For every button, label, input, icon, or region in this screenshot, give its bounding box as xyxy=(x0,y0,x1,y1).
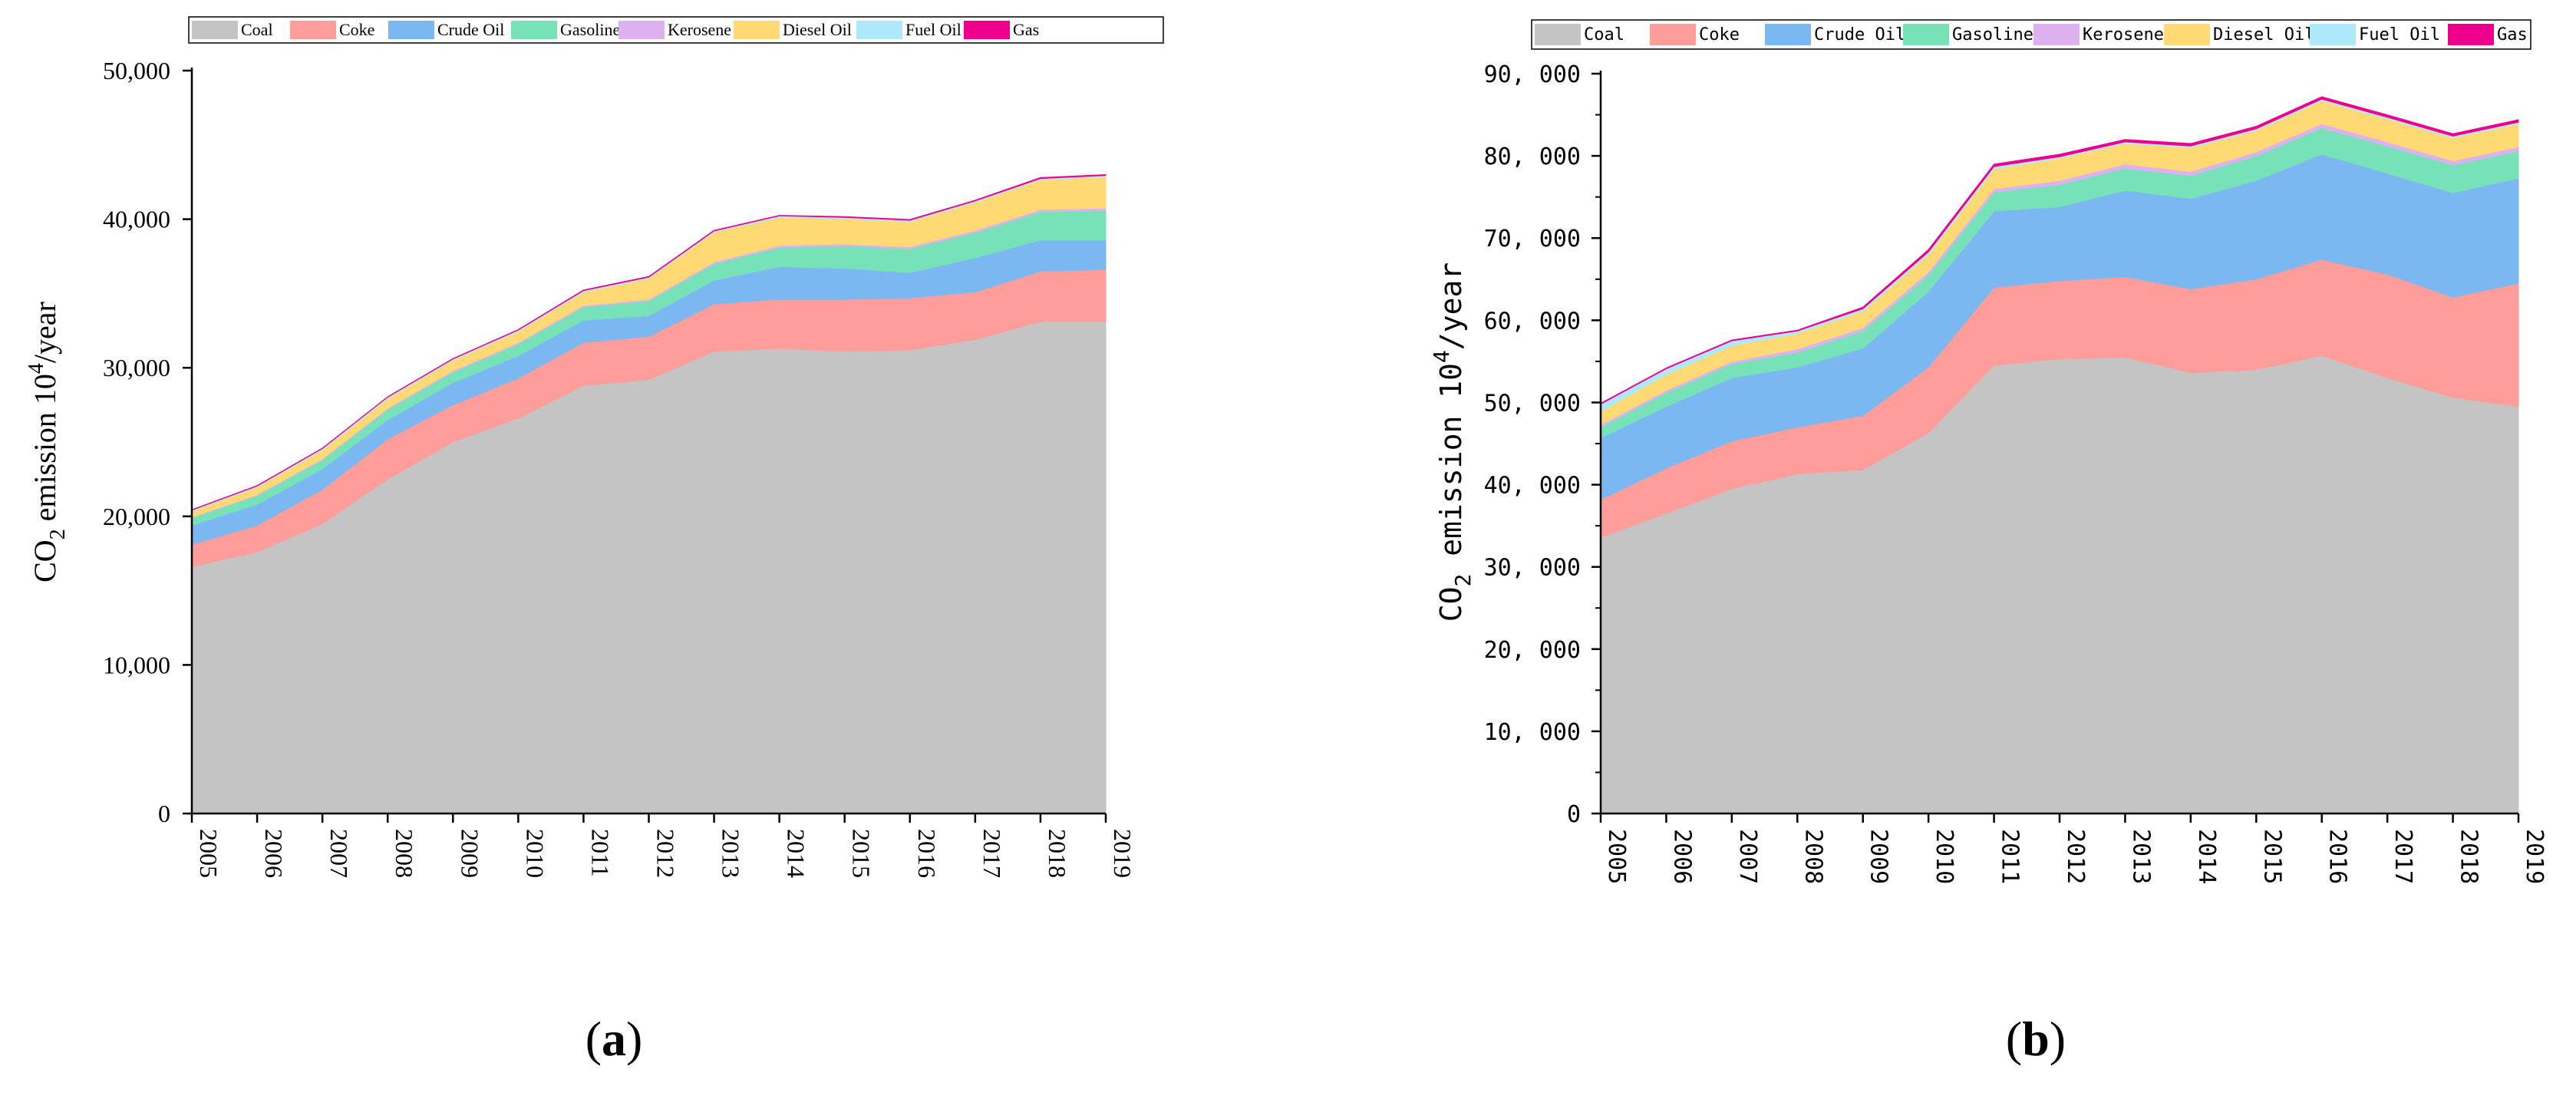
legend-label: Fuel Oil xyxy=(2359,25,2440,45)
y-tick-label: 80, 000 xyxy=(1484,144,1581,170)
x-tick-label: 2012 xyxy=(652,829,680,878)
legend-label: Crude Oil xyxy=(437,20,504,39)
x-tick-label: 2007 xyxy=(1734,829,1761,884)
y-tick-label: 40, 000 xyxy=(1484,473,1581,500)
legend-swatch-gasoline xyxy=(511,21,557,39)
x-tick-label: 2018 xyxy=(1044,829,1071,878)
x-tick-label: 2016 xyxy=(2324,829,2351,884)
x-tick-label: 2005 xyxy=(195,829,223,878)
x-tick-label: 2012 xyxy=(2062,829,2089,884)
legend-swatch-crude-oil xyxy=(388,21,434,39)
y-tick-label: 40,000 xyxy=(103,206,170,233)
y-tick-label: 10,000 xyxy=(103,651,170,678)
legend-label: Fuel Oil xyxy=(905,20,961,39)
y-tick-label: 20,000 xyxy=(103,503,170,530)
chart-b: 0 10, 000 20, 000 30, 000 40, 000 50, 000 60, … xyxy=(1429,19,2548,1066)
legend-box xyxy=(1531,19,2531,50)
x-tick-label: 2015 xyxy=(2258,829,2285,884)
legend-label: Coal xyxy=(241,20,273,39)
panel-label: (a) xyxy=(585,1012,643,1066)
x-tick-label: 2008 xyxy=(391,829,418,878)
x-tick-label: 2006 xyxy=(260,829,288,878)
x-tick-label: 2011 xyxy=(586,829,614,877)
y-tick-label: 60, 000 xyxy=(1484,308,1581,335)
legend: Coal Coke Crude Oil Gasoline Kerosene Diesel … xyxy=(188,16,1164,44)
x-tick-label: 2019 xyxy=(2521,829,2548,884)
legend-label: Diesel Oil xyxy=(2213,25,2314,45)
y-tick-label: 10, 000 xyxy=(1484,719,1581,746)
legend-label: Coal xyxy=(1584,25,1624,45)
y-tick-label: 0 xyxy=(1567,801,1581,828)
y-tick-label: 90, 000 xyxy=(1484,61,1581,88)
legend-label: Kerosene xyxy=(2083,25,2164,45)
legend-swatch-gas xyxy=(964,21,1010,39)
y-tick-label: 50, 000 xyxy=(1484,390,1581,417)
x-tick-label: 2006 xyxy=(1668,829,1695,884)
legend-swatch-coke xyxy=(1650,24,1696,45)
y-tick-label: 0 xyxy=(158,800,170,827)
x-tick-label: 2017 xyxy=(978,829,1006,878)
area-gas xyxy=(1600,96,2519,405)
x-tick-label: 2013 xyxy=(717,829,745,878)
legend-label: Gas xyxy=(2497,25,2528,45)
legend-label: Gasoline xyxy=(1952,25,2033,45)
legend-label: Kerosene xyxy=(668,20,731,39)
chart-a: 0 10,000 20,000 30,000 40,000 50,000 2005 2006 2… xyxy=(25,16,1164,1066)
legend-label: Diesel Oil xyxy=(783,20,852,39)
legend-swatch-gas xyxy=(2448,24,2494,45)
y-tick-label: 20, 000 xyxy=(1484,637,1581,664)
legend-swatch-diesel-oil xyxy=(2164,24,2210,45)
y-axis-title: CO2 emission 104/year xyxy=(25,302,70,583)
x-tick-label: 2009 xyxy=(1865,829,1892,884)
x-tick-label: 2008 xyxy=(1799,829,1826,884)
x-tick-label: 2009 xyxy=(456,829,483,878)
x-tick-label: 2017 xyxy=(2390,829,2416,884)
x-tick-label: 2010 xyxy=(521,829,549,878)
legend-swatch-kerosene xyxy=(2033,24,2080,45)
legend-label: Gasoline xyxy=(560,20,620,39)
legend-label: Crude Oil xyxy=(1814,25,1905,45)
x-tick-label: 2005 xyxy=(1603,829,1630,884)
legend-swatch-gasoline xyxy=(1903,24,1949,45)
x-tick-label: 2014 xyxy=(783,829,810,878)
y-tick-label: 30, 000 xyxy=(1484,555,1581,582)
legend-label: Coke xyxy=(1699,25,1740,45)
legend-swatch-fuel-oil xyxy=(2310,24,2356,45)
x-tick-label: 2014 xyxy=(2193,829,2220,884)
legend-swatch-diesel-oil xyxy=(734,21,780,39)
x-tick-label: 2007 xyxy=(325,829,353,878)
y-tick-label: 50,000 xyxy=(103,57,170,84)
y-tick-label: 30,000 xyxy=(103,354,170,381)
x-tick-label: 2011 xyxy=(1997,829,2024,884)
legend-swatch-coal xyxy=(1535,24,1581,45)
x-tick-label: 2015 xyxy=(848,829,876,878)
legend-swatch-coal xyxy=(192,21,238,39)
legend-swatch-coke xyxy=(290,21,336,39)
legend-swatch-fuel-oil xyxy=(856,21,902,39)
x-tick-label: 2018 xyxy=(2456,829,2482,884)
legend: Coal Coke Crude Oil Gasoline Kerosene Diesel … xyxy=(1531,19,2531,50)
x-tick-label: 2013 xyxy=(2127,829,2154,884)
area-gas xyxy=(191,173,1107,511)
area-coal xyxy=(191,321,1107,814)
x-tick-label: 2016 xyxy=(913,829,941,878)
legend-label: Gas xyxy=(1013,20,1039,39)
legend-swatch-kerosene xyxy=(618,21,665,39)
legend-swatch-crude-oil xyxy=(1765,24,1811,45)
legend-label: Coke xyxy=(339,20,374,39)
x-tick-label: 2019 xyxy=(1109,829,1136,878)
x-tick-label: 2010 xyxy=(1931,829,1958,884)
panel-label: (b) xyxy=(2006,1012,2066,1066)
y-axis-title: CO2 emission 104/year xyxy=(1429,262,1476,622)
y-tick-label: 70, 000 xyxy=(1484,226,1581,252)
